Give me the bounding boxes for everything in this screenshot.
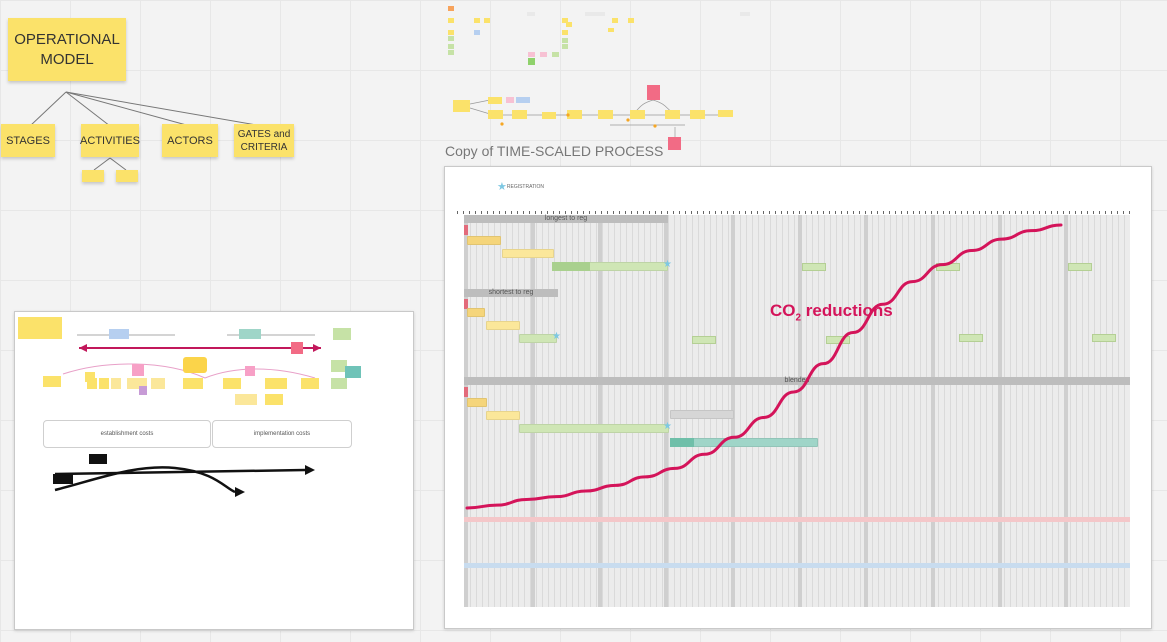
timeline-bar[interactable]: [467, 236, 501, 245]
time-scaled-process-frame[interactable]: ★ REGISTRATION longest to reg ★ shortest…: [444, 166, 1152, 629]
costs-frame[interactable]: establishment costs implementation costs: [14, 311, 414, 630]
intro-sticky[interactable]: [18, 317, 62, 339]
timeline-bar[interactable]: [670, 410, 734, 419]
longest-to-reg-band[interactable]: longest to reg: [464, 215, 668, 223]
timeline-bar[interactable]: [486, 411, 520, 420]
activities-sticky[interactable]: ACTIVITIES: [80, 124, 140, 157]
sticky-cluster: [445, 4, 755, 68]
timeline-bar[interactable]: [486, 321, 520, 330]
timeline-bar[interactable]: [519, 334, 557, 343]
milestone-star-icon: ★: [663, 421, 672, 432]
timeline-bar[interactable]: [467, 398, 487, 407]
registration-legend: ★ REGISTRATION: [497, 181, 545, 193]
operational-model-connectors: [29, 91, 263, 171]
activity-sub-note[interactable]: [116, 170, 138, 182]
process-frame-title[interactable]: Copy of TIME-SCALED PROCESS: [445, 143, 664, 159]
star-icon: ★: [497, 181, 507, 193]
mini-process-flow: [453, 85, 733, 150]
timeline-bar[interactable]: [502, 249, 554, 258]
blended-band[interactable]: blended: [464, 377, 1130, 385]
cost-flow-diagram: [43, 328, 361, 405]
cost-arrows: [53, 454, 315, 497]
milestone-star-icon: ★: [663, 259, 672, 270]
milestone-star-icon: ★: [552, 331, 561, 342]
timeline-band-blue: [464, 563, 1130, 568]
shortest-to-reg-band[interactable]: shortest to reg: [464, 289, 558, 297]
operational-model-sticky[interactable]: OPERATIONAL MODEL: [8, 18, 126, 81]
timeline-band-red: [464, 517, 1130, 522]
gates-criteria-sticky[interactable]: GATES and CRITERIA: [234, 124, 294, 157]
activity-sub-note[interactable]: [82, 170, 104, 182]
timeline-ticks: [457, 211, 1133, 214]
implementation-costs-box[interactable]: implementation costs: [212, 420, 352, 448]
co2-series-line: [465, 223, 1063, 510]
stages-sticky[interactable]: STAGES: [1, 124, 55, 157]
timeline-bar[interactable]: [519, 424, 669, 433]
timeline-bar[interactable]: [467, 308, 485, 317]
registration-legend-label: REGISTRATION: [506, 184, 545, 190]
actors-sticky[interactable]: ACTORS: [162, 124, 218, 157]
co2-reductions-chart: [465, 223, 1063, 510]
timeline-grid: longest to reg ★ shortest to reg ★ blend…: [464, 215, 1130, 607]
establishment-costs-box[interactable]: establishment costs: [43, 420, 211, 448]
